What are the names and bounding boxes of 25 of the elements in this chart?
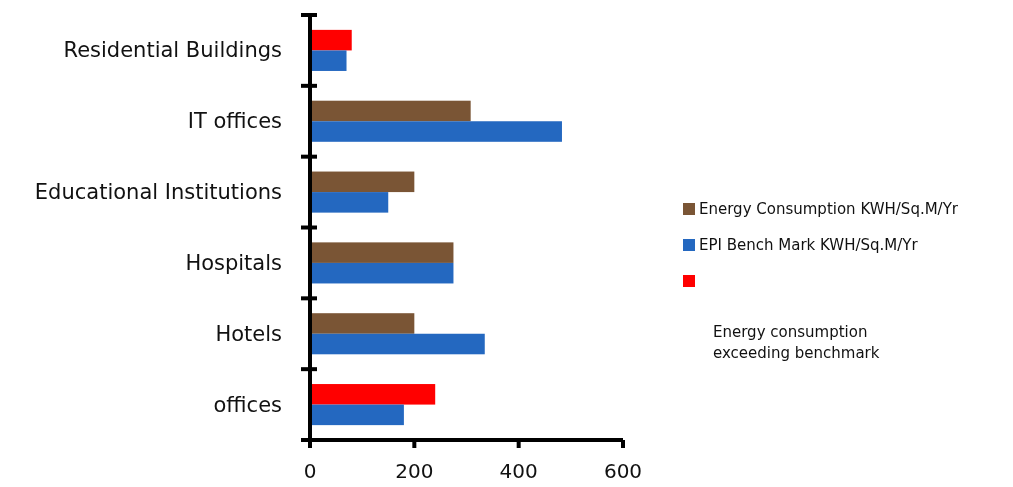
- y-tick-label: Hospitals: [185, 250, 282, 275]
- text: Energy consumption exceeding benchmark: [713, 323, 880, 362]
- y-tick-label: Residential Buildings: [63, 38, 282, 63]
- y-tick-label: IT offices: [187, 109, 282, 134]
- bar: [310, 50, 347, 71]
- bar: [310, 29, 352, 51]
- bar: [310, 262, 454, 284]
- x-tick-label: 200: [395, 459, 434, 483]
- x-tick-label: 600: [603, 459, 643, 483]
- bar: [310, 100, 471, 122]
- x-tick-label: 0: [303, 459, 317, 483]
- bar: [310, 384, 436, 405]
- bar: [310, 333, 485, 355]
- bar: [310, 242, 454, 263]
- bar: [310, 192, 389, 213]
- x-tick-label: 400: [499, 459, 538, 483]
- bar: [310, 171, 415, 193]
- y-tick-label: Hotels: [215, 321, 282, 346]
- bar: [310, 313, 415, 334]
- y-tick-label: Educational Institutions: [34, 180, 282, 205]
- y-tick-label: offices: [213, 392, 282, 417]
- legend-label: EPI Bench Mark KWH/Sq.M/Yr: [699, 236, 919, 254]
- bar: [310, 404, 404, 426]
- legend-label: Energy Consumption KWH/Sq.M/Yr: [699, 200, 959, 218]
- bar: [310, 121, 562, 142]
